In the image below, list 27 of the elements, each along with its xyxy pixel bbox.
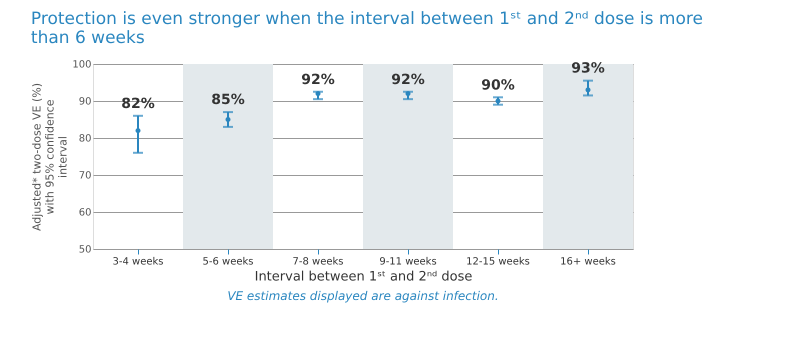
point xyxy=(586,87,590,92)
y-tick-label: 50 xyxy=(78,244,92,256)
x-tick-label: 3-4 weeks xyxy=(112,256,164,268)
chart-title: Protection is even stronger when the interval between 1ˢᵗ and 2ⁿᵈ dose is more than 6 weeks xyxy=(30,9,703,48)
y-tick-label: 60 xyxy=(78,208,92,218)
data-label: 82% xyxy=(121,96,155,112)
point xyxy=(406,91,410,96)
point xyxy=(136,128,140,134)
data-label: 90% xyxy=(481,77,515,94)
point xyxy=(316,91,320,96)
text: VE estimates displayed are against infection. xyxy=(227,289,499,303)
y-tick-label: 100 xyxy=(72,60,92,70)
data-label: 92% xyxy=(301,72,335,88)
x-tick-label: 16+ weeks xyxy=(560,256,616,268)
data-label: 93% xyxy=(571,60,605,77)
data-label: 85% xyxy=(211,92,245,108)
y-axis-title: Adjusted* two-dose VE (%) with 95% confidence interval xyxy=(30,82,70,232)
y-tick-label: 80 xyxy=(78,134,92,144)
point xyxy=(226,117,230,122)
y-tick-label: 90 xyxy=(78,96,92,108)
y-tick-label: 70 xyxy=(78,170,92,182)
x-tick-label: 5-6 weeks xyxy=(202,256,254,268)
x-tick-label: 9-11 weeks xyxy=(379,256,437,268)
x-tick-label: 7-8 weeks xyxy=(292,256,344,268)
x-tick-label: 12-15 weeks xyxy=(466,256,530,268)
x-axis-title: Interval between 1ˢᵗ and 2ⁿᵈ dose xyxy=(254,270,472,284)
data-label: 92% xyxy=(391,72,425,88)
